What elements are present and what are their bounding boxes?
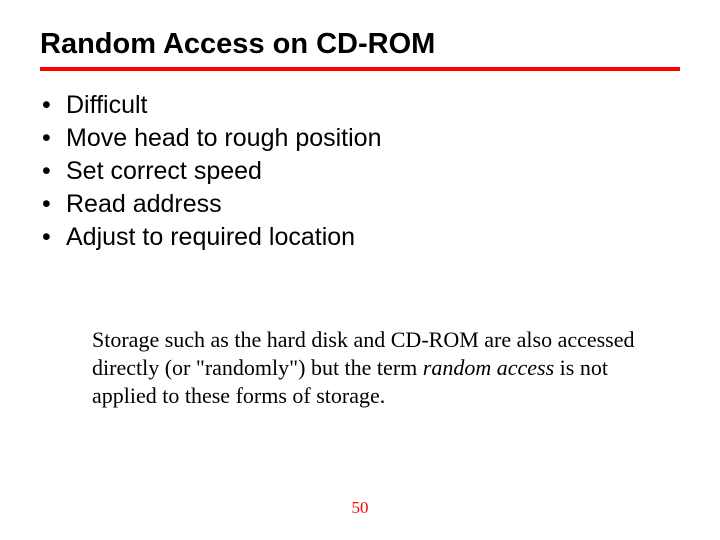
bullet-item: • Adjust to required location <box>42 221 680 254</box>
slide-title: Random Access on CD-ROM <box>40 28 680 61</box>
title-rule <box>40 67 680 71</box>
bullet-dot-icon: • <box>42 122 66 155</box>
footnote-italic: random access <box>423 355 554 380</box>
bullet-text: Set correct speed <box>66 155 680 188</box>
bullet-item: • Move head to rough position <box>42 122 680 155</box>
bullet-dot-icon: • <box>42 221 66 254</box>
bullet-item: • Read address <box>42 188 680 221</box>
slide: Random Access on CD-ROM • Difficult • Mo… <box>0 0 720 540</box>
bullet-item: • Difficult <box>42 89 680 122</box>
bullet-text: Adjust to required location <box>66 221 680 254</box>
footnote: Storage such as the hard disk and CD-ROM… <box>92 326 640 410</box>
bullet-item: • Set correct speed <box>42 155 680 188</box>
bullet-text: Difficult <box>66 89 680 122</box>
page-number: 50 <box>0 498 720 518</box>
bullet-dot-icon: • <box>42 89 66 122</box>
bullet-text: Move head to rough position <box>66 122 680 155</box>
bullet-dot-icon: • <box>42 188 66 221</box>
bullet-list: • Difficult • Move head to rough positio… <box>40 89 680 254</box>
bullet-text: Read address <box>66 188 680 221</box>
bullet-dot-icon: • <box>42 155 66 188</box>
